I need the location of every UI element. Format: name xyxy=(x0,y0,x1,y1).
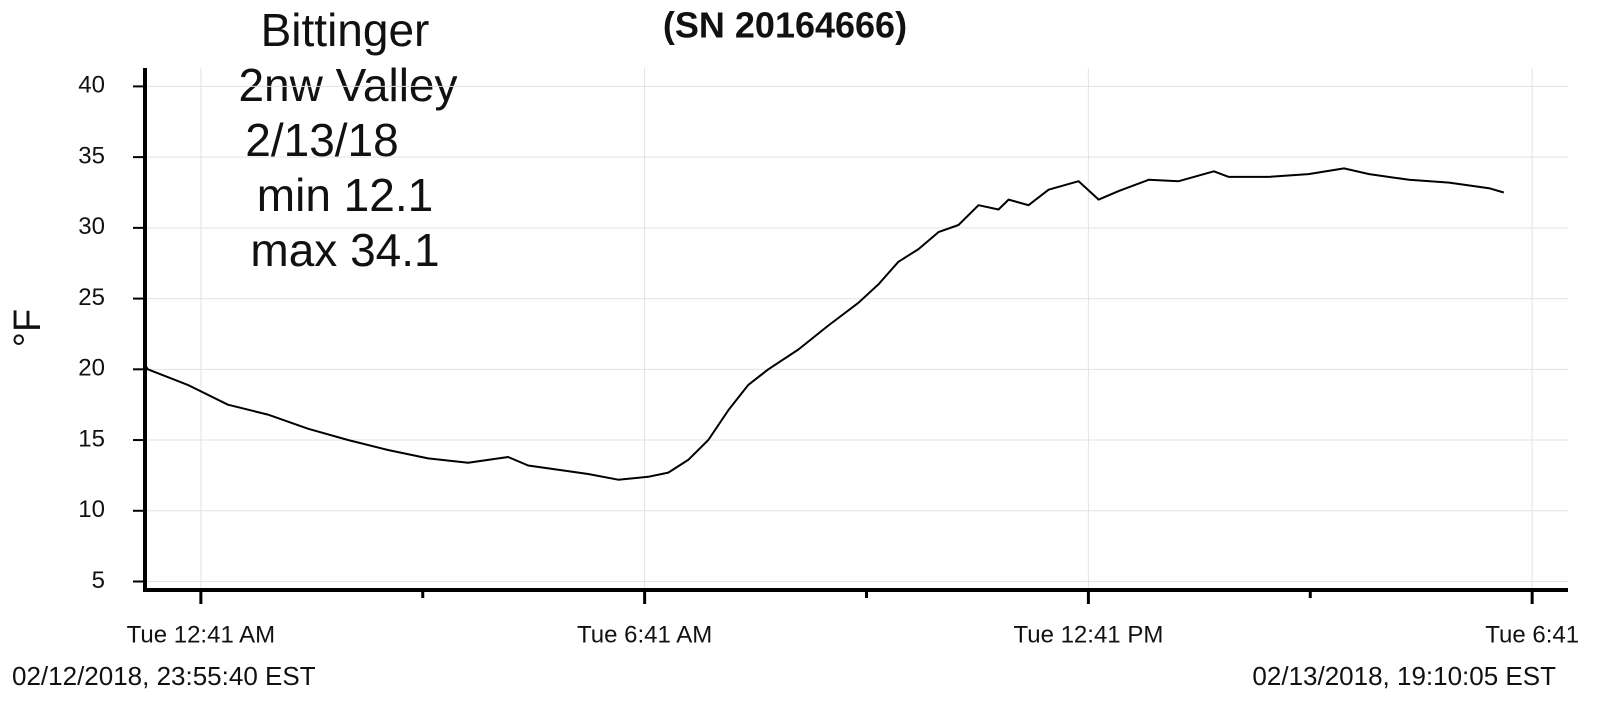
chart-title: (SN 20164666) xyxy=(663,5,907,46)
y-axis-label: °F xyxy=(7,309,49,347)
x-tick-label: Tue 6:41 AM xyxy=(577,621,712,648)
annotation-line: Bittinger xyxy=(261,4,430,56)
x-tick-label: Tue 12:41 AM xyxy=(127,621,276,648)
y-tick-label: 15 xyxy=(78,425,105,452)
y-tick-label: 10 xyxy=(78,496,105,523)
y-tick-label: 20 xyxy=(78,355,105,382)
y-tick-label: 30 xyxy=(78,213,105,240)
x-tick-label: Tue 12:41 PM xyxy=(1013,621,1163,648)
y-tick-label: 5 xyxy=(92,567,105,594)
annotation-line: max 34.1 xyxy=(250,224,439,276)
x-tick-label: Tue 6:41 xyxy=(1485,621,1579,648)
y-tick-label: 35 xyxy=(78,142,105,169)
y-tick-label: 25 xyxy=(78,284,105,311)
start-time: 02/12/2018, 23:55:40 EST xyxy=(12,661,316,691)
y-tick-label: 40 xyxy=(78,72,105,99)
annotation-line: 2/13/18 xyxy=(245,114,398,166)
data-line xyxy=(144,167,1505,481)
annotation-line: 2nw Valley xyxy=(238,59,457,111)
annotation-line: min 12.1 xyxy=(257,169,433,221)
end-time: 02/13/2018, 19:10:05 EST xyxy=(1252,661,1556,691)
